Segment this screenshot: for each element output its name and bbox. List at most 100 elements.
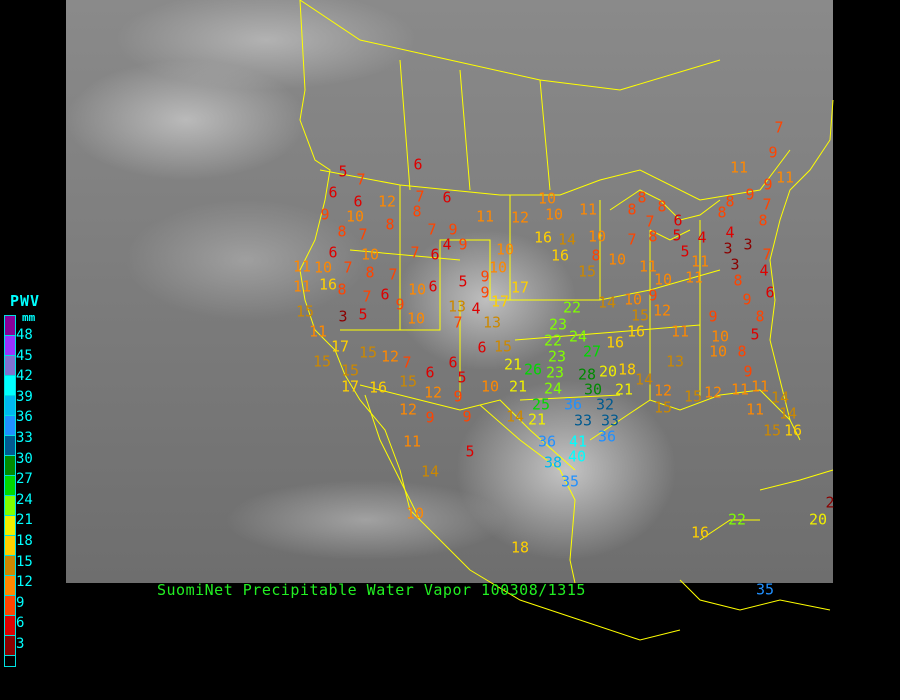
legend-swatch xyxy=(5,576,15,596)
station-pwv-value: 3 xyxy=(743,235,753,254)
station-pwv-value: 6 xyxy=(673,211,683,230)
station-pwv-value: 33 xyxy=(600,411,620,430)
station-pwv-value: 8 xyxy=(637,188,647,207)
station-pwv-value: 11 xyxy=(745,400,765,419)
station-pwv-value: 17 xyxy=(340,377,360,396)
station-pwv-value: 10 xyxy=(653,270,673,289)
station-pwv-value: 10 xyxy=(708,342,728,361)
station-pwv-value: 11 xyxy=(670,322,690,341)
station-pwv-value: 20 xyxy=(808,510,828,529)
station-pwv-value: 21 xyxy=(614,380,634,399)
station-pwv-value: 16 xyxy=(626,322,646,341)
station-pwv-value: 7 xyxy=(362,287,372,306)
station-pwv-value: 16 xyxy=(318,275,338,294)
station-pwv-value: 18 xyxy=(510,538,530,557)
station-pwv-value: 9 xyxy=(458,235,468,254)
canada-border xyxy=(319,149,791,201)
station-pwv-value: 9 xyxy=(480,267,490,286)
station-pwv-value: 8 xyxy=(385,215,395,234)
station-pwv-value: 8 xyxy=(365,263,375,282)
station-pwv-value: 10 xyxy=(537,189,557,208)
station-pwv-value: 10 xyxy=(495,240,515,259)
legend-label: 24 xyxy=(16,491,33,508)
station-pwv-value: 9 xyxy=(395,295,405,314)
station-pwv-value: 23 xyxy=(545,363,565,382)
station-pwv-value: 15 xyxy=(683,387,703,406)
legend-swatch xyxy=(5,556,15,576)
station-pwv-value: 8 xyxy=(657,197,667,216)
legend-label: 30 xyxy=(16,450,33,467)
map-title: SuomiNet Precipitable Water Vapor 100308… xyxy=(157,581,586,599)
legend-label: 45 xyxy=(16,347,33,364)
station-pwv-value: 9 xyxy=(480,283,490,302)
station-pwv-value: 8 xyxy=(412,202,422,221)
station-pwv-value: 12 xyxy=(652,301,672,320)
east-coastline xyxy=(769,99,834,421)
timestamp: 100308/1315 xyxy=(481,581,586,599)
station-pwv-value: 5 xyxy=(358,305,368,324)
station-pwv-value: 15 xyxy=(653,398,673,417)
station-pwv-value: 33 xyxy=(573,411,593,430)
station-pwv-value: 14 xyxy=(770,388,790,407)
station-pwv-value: 9 xyxy=(742,290,752,309)
satellite-image xyxy=(66,0,833,583)
legend-label: 15 xyxy=(16,553,33,570)
station-pwv-value: 4 xyxy=(697,228,707,247)
station-pwv-value: 10 xyxy=(480,377,500,396)
station-pwv-value: 12 xyxy=(377,192,397,211)
station-pwv-value: 10 xyxy=(360,245,380,264)
station-pwv-value: 14 xyxy=(505,407,525,426)
station-pwv-value: 7 xyxy=(410,243,420,262)
station-pwv-value: 24 xyxy=(568,327,588,346)
station-pwv-value: 13 xyxy=(482,313,502,332)
station-pwv-value: 7 xyxy=(343,258,353,277)
station-pwv-value: 8 xyxy=(737,342,747,361)
station-pwv-value: 15 xyxy=(358,343,378,362)
station-pwv-value: 9 xyxy=(708,307,718,326)
station-pwv-value: 9 xyxy=(745,185,755,204)
station-pwv-value: 12 xyxy=(510,208,530,227)
legend-swatch xyxy=(5,616,15,636)
legend-swatch xyxy=(5,376,15,396)
station-pwv-value: 7 xyxy=(402,353,412,372)
station-pwv-value: 11 xyxy=(775,168,795,187)
station-pwv-value: 25 xyxy=(531,395,551,414)
station-pwv-value: 5 xyxy=(465,442,475,461)
station-pwv-value: 9 xyxy=(462,407,472,426)
mexico-border xyxy=(359,384,576,471)
legend-label: 39 xyxy=(16,388,33,405)
station-pwv-value: 7 xyxy=(388,265,398,284)
station-pwv-value: 26 xyxy=(523,360,543,379)
station-pwv-value: 8 xyxy=(627,200,637,219)
station-pwv-value: 8 xyxy=(733,271,743,290)
legend-swatch xyxy=(5,476,15,496)
station-pwv-value: 7 xyxy=(645,212,655,231)
station-pwv-value: 27 xyxy=(582,342,602,361)
station-pwv-value: 11 xyxy=(684,268,704,287)
station-pwv-value: 10 xyxy=(710,327,730,346)
station-pwv-value: 17 xyxy=(510,278,530,297)
station-pwv-value: 6 xyxy=(380,285,390,304)
legend-swatch xyxy=(5,596,15,616)
station-pwv-value: 23 xyxy=(548,315,568,334)
great-lakes xyxy=(609,189,721,241)
station-pwv-value: 14 xyxy=(778,404,798,423)
station-pwv-value: 5 xyxy=(672,226,682,245)
central-america xyxy=(679,469,834,611)
station-pwv-value: 36 xyxy=(597,427,617,446)
station-pwv-value: 18 xyxy=(617,360,637,379)
station-pwv-value: 41 xyxy=(568,432,588,451)
station-pwv-value: 7 xyxy=(762,195,772,214)
station-pwv-value: 5 xyxy=(457,368,467,387)
station-pwv-value: 8 xyxy=(648,227,658,246)
station-pwv-value: 10 xyxy=(407,280,427,299)
station-pwv-value: 11 xyxy=(475,207,495,226)
legend-label: 48 xyxy=(16,327,33,343)
station-pwv-value: 12 xyxy=(398,400,418,419)
station-pwv-value: 15 xyxy=(340,361,360,380)
station-pwv-value: 10 xyxy=(406,309,426,328)
station-pwv-value: 35 xyxy=(560,472,580,491)
legend-swatch xyxy=(5,456,15,476)
station-pwv-value: 7 xyxy=(427,220,437,239)
